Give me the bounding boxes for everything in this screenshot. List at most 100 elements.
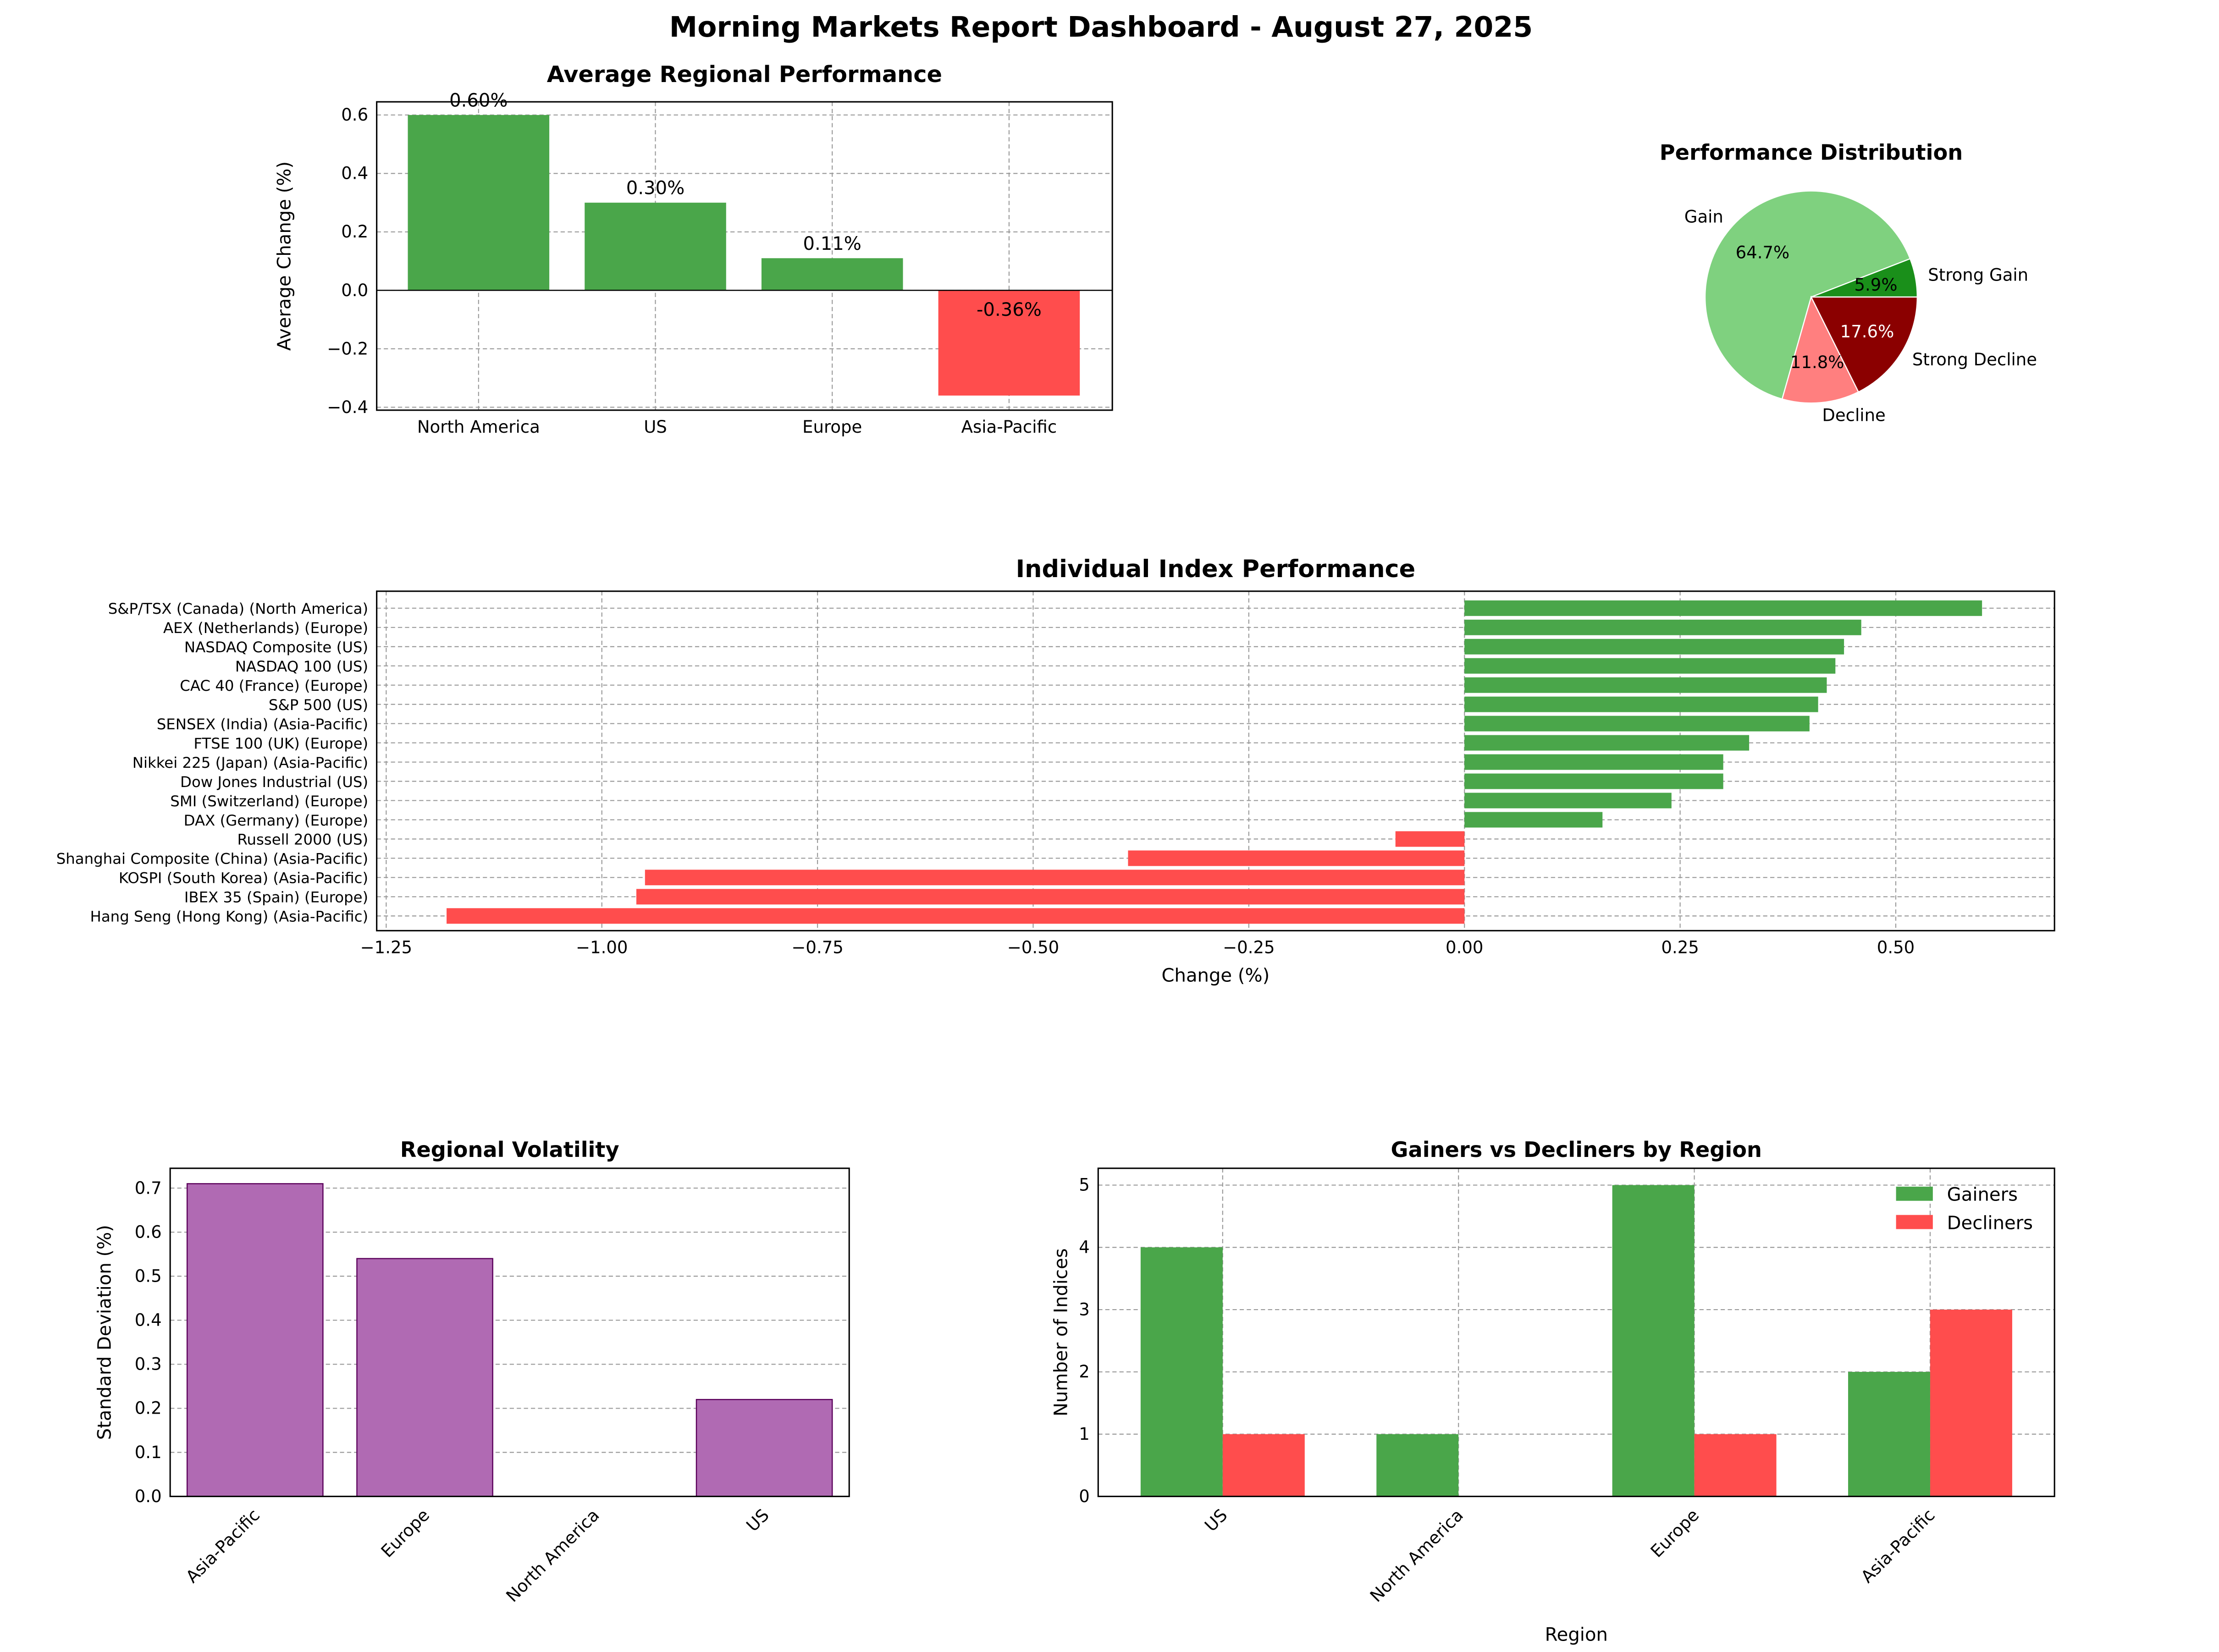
y-tick-label: 0.1 — [135, 1443, 162, 1462]
y-axis-label: Number of Indices — [1050, 1248, 1071, 1416]
y-tick-label: −0.4 — [327, 397, 368, 417]
bar — [1464, 677, 1827, 693]
bar — [1464, 619, 1861, 635]
x-tick-label: US — [1201, 1505, 1231, 1536]
bar — [696, 1399, 833, 1497]
slice-pct-label: 64.7% — [1736, 243, 1790, 263]
y-tick-label: −0.2 — [327, 339, 368, 358]
x-tick-label: US — [644, 417, 667, 437]
y-tick-label: Russell 2000 (US) — [237, 831, 368, 848]
chart-title: Gainers vs Decliners by Region — [1391, 1137, 1762, 1162]
y-tick-label: Shanghai Composite (China) (Asia-Pacific… — [56, 850, 368, 868]
y-tick-label: KOSPI (South Korea) (Asia-Pacific) — [119, 870, 368, 887]
y-tick-label: 5 — [1079, 1175, 1090, 1195]
slice-pct-label: 17.6% — [1840, 322, 1894, 341]
bar — [636, 889, 1465, 905]
x-tick-label: Asia-Pacific — [1857, 1505, 1939, 1587]
y-tick-label: 0.2 — [135, 1399, 162, 1418]
x-tick-label: Europe — [377, 1505, 433, 1561]
slice-label: Strong Decline — [1912, 350, 2037, 369]
bar — [1464, 658, 1836, 674]
bar — [1464, 773, 1723, 789]
bar — [1464, 735, 1750, 751]
bar — [1464, 793, 1672, 809]
bar — [186, 1183, 324, 1497]
bar — [1464, 639, 1844, 655]
slice-pct-label: 11.8% — [1790, 352, 1844, 372]
x-tick-label: 0.00 — [1446, 938, 1483, 958]
x-tick-label: 0.25 — [1661, 938, 1699, 958]
chart-title: Performance Distribution — [1660, 140, 1963, 165]
legend-label: Decliners — [1947, 1212, 2033, 1233]
y-tick-label: 0.4 — [341, 164, 368, 183]
bar — [1464, 696, 1818, 712]
y-tick-label: NASDAQ Composite (US) — [184, 639, 368, 656]
y-tick-label: Nikkei 225 (Japan) (Asia-Pacific) — [132, 754, 368, 771]
y-tick-label: 0.0 — [341, 281, 368, 300]
pie-slice — [1781, 295, 1860, 404]
main-title: Morning Markets Report Dashboard - Augus… — [669, 11, 1533, 44]
y-tick-label: Dow Jones Industrial (US) — [180, 773, 368, 791]
x-tick-label: North America — [1366, 1505, 1467, 1606]
x-tick-label: US — [743, 1505, 773, 1536]
bar — [1464, 754, 1723, 770]
legend-label: Gainers — [1947, 1184, 2018, 1206]
bar-gainers — [1848, 1371, 1930, 1497]
bar-gainers — [1140, 1247, 1223, 1497]
slice-label: Strong Gain — [1928, 265, 2028, 285]
bar — [1464, 716, 1810, 732]
bar — [1464, 600, 1982, 616]
y-tick-label: 0.6 — [135, 1222, 162, 1242]
y-tick-label: NASDAQ 100 (US) — [235, 658, 368, 675]
y-tick-label: 0.2 — [341, 222, 368, 242]
x-axis-label: Change (%) — [1162, 965, 1270, 986]
y-axis-label: Average Change (%) — [274, 161, 295, 351]
y-tick-label: 0.3 — [135, 1355, 162, 1374]
chart-title: Average Regional Performance — [547, 61, 942, 88]
bar — [356, 1258, 493, 1497]
axes-frame — [376, 101, 1113, 411]
y-tick-label: AEX (Netherlands) (Europe) — [163, 619, 368, 637]
bar — [761, 258, 903, 291]
x-tick-label: −0.25 — [1223, 938, 1275, 958]
y-axis-label: Standard Deviation (%) — [94, 1225, 116, 1440]
data-label: 0.30% — [626, 178, 684, 199]
y-tick-label: FTSE 100 (UK) (Europe) — [193, 735, 368, 752]
y-tick-label: SMI (Switzerland) (Europe) — [170, 793, 368, 810]
x-tick-label: Asia-Pacific — [182, 1505, 264, 1587]
axes-frame — [1097, 1167, 2055, 1498]
slice-pct-label: 5.9% — [1854, 275, 1897, 295]
x-tick-label: Europe — [1647, 1505, 1703, 1561]
slice-label: Decline — [1822, 405, 1885, 425]
bar — [1128, 850, 1465, 866]
y-tick-label: 0.0 — [135, 1487, 162, 1506]
x-tick-label: −1.25 — [360, 938, 412, 958]
axes-frame — [376, 590, 2055, 931]
bar — [1395, 831, 1465, 847]
bar-gainers — [1376, 1434, 1459, 1497]
data-label: -0.36% — [977, 299, 1042, 320]
bar — [1464, 812, 1603, 828]
y-tick-label: 0.4 — [135, 1311, 162, 1330]
x-tick-label: 0.50 — [1877, 938, 1915, 958]
bar — [408, 115, 550, 291]
data-label: 0.60% — [449, 90, 508, 111]
y-tick-label: 3 — [1079, 1300, 1090, 1319]
y-tick-label: 0.5 — [135, 1266, 162, 1286]
y-tick-label: 0.6 — [341, 105, 368, 125]
x-tick-label: Asia-Pacific — [961, 417, 1057, 437]
y-tick-label: SENSEX (India) (Asia-Pacific) — [157, 716, 368, 733]
x-tick-label: North America — [502, 1505, 603, 1606]
legend-swatch — [1896, 1186, 1933, 1201]
y-tick-label: S&P 500 (US) — [269, 696, 368, 714]
chart-title: Individual Index Performance — [1016, 555, 1416, 583]
data-label: 0.11% — [803, 233, 861, 254]
axes-frame — [169, 1167, 850, 1498]
bar-decliners — [1930, 1310, 2012, 1497]
y-tick-label: 4 — [1079, 1238, 1090, 1257]
bar — [447, 908, 1465, 924]
y-tick-label: IBEX 35 (Spain) (Europe) — [184, 889, 368, 906]
x-tick-label: −0.50 — [1007, 938, 1059, 958]
